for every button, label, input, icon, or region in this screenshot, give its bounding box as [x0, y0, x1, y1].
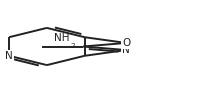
Text: N: N: [5, 51, 13, 61]
Text: O: O: [122, 38, 130, 48]
Text: N: N: [122, 45, 130, 55]
Text: NH: NH: [54, 33, 69, 43]
Text: 2: 2: [70, 43, 75, 49]
